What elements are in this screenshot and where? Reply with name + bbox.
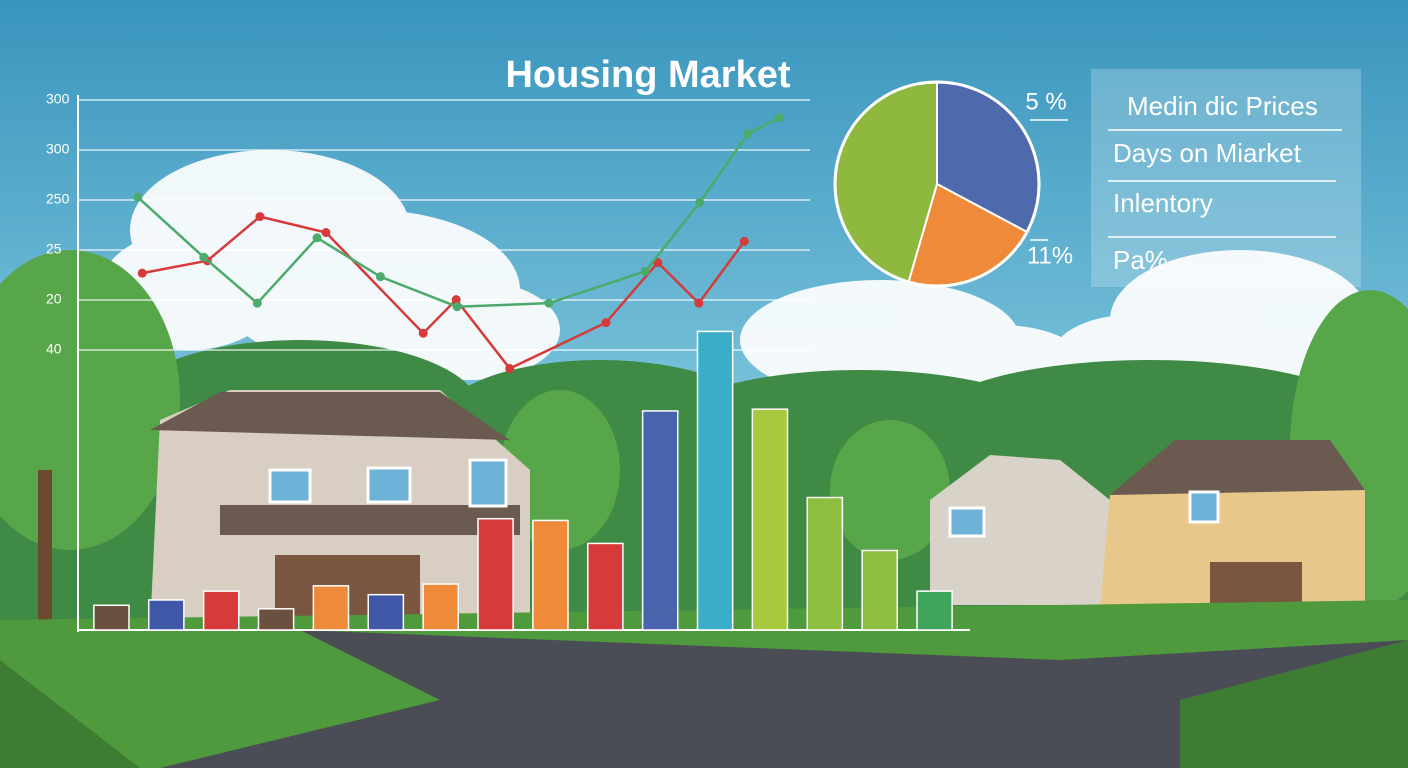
- bar: [916, 590, 953, 631]
- bar: [312, 585, 350, 631]
- bar: [587, 542, 624, 631]
- house-right: [930, 440, 1365, 610]
- y-axis-label: 25: [46, 241, 62, 257]
- legend-item: Days on Miarket: [1113, 138, 1302, 168]
- bar: [861, 549, 898, 631]
- legend-item: Inlentory: [1113, 188, 1213, 218]
- line-point: [452, 302, 462, 312]
- y-axis-label: 40: [46, 341, 62, 357]
- y-axis-label: 250: [46, 191, 70, 207]
- bar: [367, 593, 405, 631]
- line-point: [451, 295, 461, 305]
- bar: [532, 519, 569, 631]
- legend-item: Pa%: [1113, 245, 1168, 275]
- line-point: [695, 197, 705, 207]
- bar: [93, 604, 130, 631]
- bar: [477, 517, 514, 631]
- y-axis-label: 300: [46, 91, 70, 107]
- bar: [202, 590, 240, 631]
- bar: [641, 410, 679, 631]
- bar: [148, 599, 185, 631]
- legend-item: Medin dic Prices: [1127, 91, 1318, 121]
- y-axis-label: 300: [46, 141, 70, 157]
- house-left: [150, 390, 530, 630]
- line-point: [252, 298, 262, 308]
- pie-annotation: 11%: [1027, 242, 1073, 269]
- line-point: [312, 233, 322, 243]
- line-point: [544, 298, 554, 308]
- line-point: [418, 328, 428, 338]
- line-point: [739, 236, 749, 246]
- bar: [751, 408, 789, 631]
- line-point: [743, 129, 753, 139]
- y-axis-label: 20: [46, 291, 62, 307]
- line-point: [694, 298, 704, 308]
- bar: [806, 496, 844, 631]
- line-point: [774, 113, 784, 123]
- line-point: [375, 272, 385, 282]
- bar: [257, 608, 295, 631]
- pie-annotation: 5 %: [1025, 88, 1066, 115]
- bar: [422, 583, 459, 631]
- legend-panel: [1091, 69, 1361, 287]
- line-point: [133, 192, 143, 202]
- line-point: [601, 318, 611, 328]
- grid: [78, 99, 810, 351]
- line-point: [137, 268, 147, 278]
- pie-outline: [833, 80, 1041, 288]
- line-point: [505, 364, 515, 374]
- legend-rules: [1030, 119, 1342, 241]
- line-point: [255, 212, 265, 222]
- line-point: [321, 228, 331, 237]
- line-point: [640, 266, 650, 276]
- line-point: [199, 252, 209, 262]
- chart-title: Housing Market: [505, 54, 790, 96]
- bar: [696, 330, 734, 631]
